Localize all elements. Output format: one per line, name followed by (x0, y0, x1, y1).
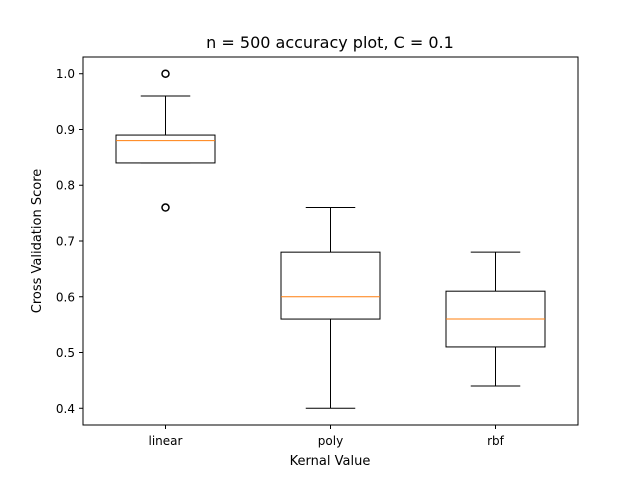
box-linear (115, 134, 216, 164)
y-tick-label: 0.9 (56, 123, 75, 137)
x-axis-label: Kernal Value (290, 454, 371, 469)
box-poly (280, 251, 381, 320)
x-tick-label-linear: linear (149, 434, 183, 448)
y-tick-label: 0.5 (56, 346, 75, 360)
y-tick-label: 0.4 (56, 402, 75, 416)
y-tick-label: 0.6 (56, 290, 75, 304)
outlier-linear (161, 203, 170, 212)
y-tick-label: 0.7 (56, 235, 75, 249)
plot-area: 0.4 0.5 0.6 0.7 0.8 0.9 1.0 linear poly rbf (56, 56, 579, 448)
x-tick-label-poly: poly (318, 434, 343, 448)
y-tick-label: 0.8 (56, 179, 75, 193)
chart-title: n = 500 accuracy plot, C = 0.1 (206, 33, 454, 52)
x-tick-label-rbf: rbf (487, 434, 505, 448)
y-axis-label: Cross Validation Score (30, 169, 45, 314)
outlier-linear (161, 69, 170, 78)
y-tick-label: 1.0 (56, 67, 75, 81)
